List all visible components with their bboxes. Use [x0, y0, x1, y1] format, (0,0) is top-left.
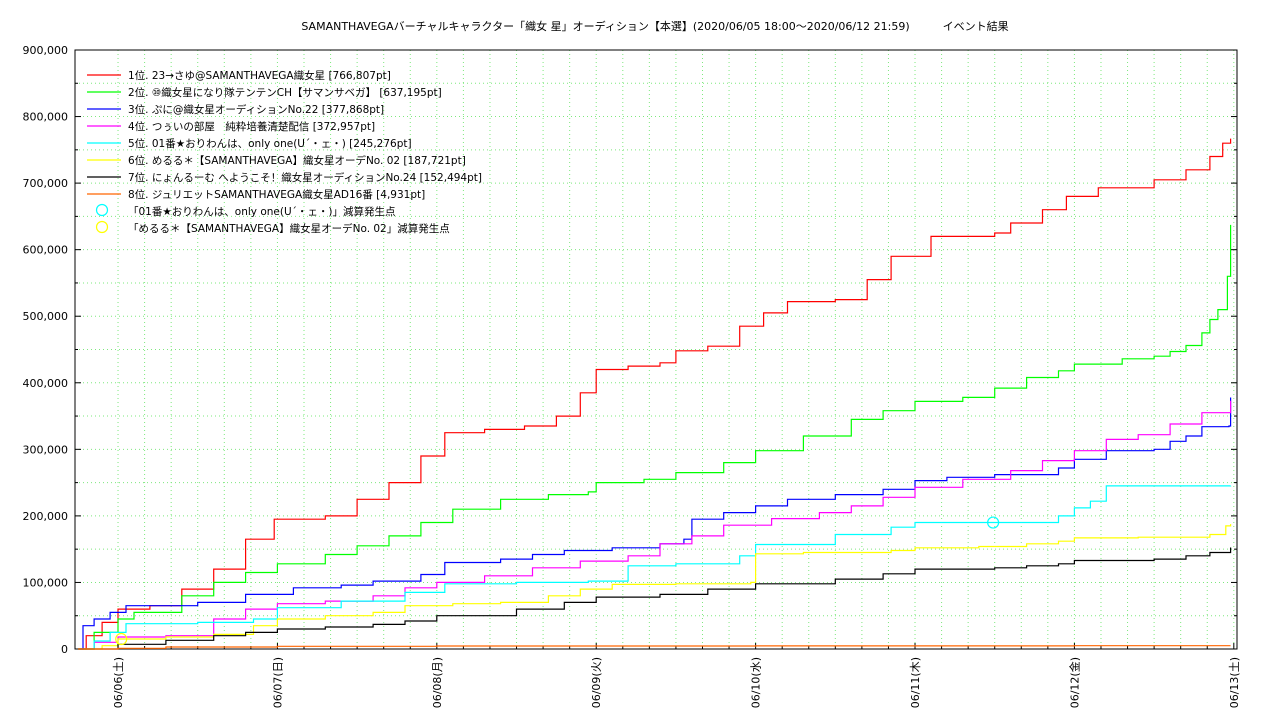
y-tick-label: 800,000 — [23, 111, 69, 124]
legend-marker-swatch — [95, 220, 109, 234]
marker-point-1 — [987, 516, 1000, 529]
y-tick-label: 600,000 — [23, 244, 69, 257]
grid-layer — [75, 49, 1237, 649]
series-line-7 — [78, 547, 1232, 650]
x-tick-label: 06/11(木) — [909, 657, 922, 708]
x-tick-label: 06/06(土) — [112, 657, 125, 708]
chart-title: SAMANTHAVEGAバーチャルキャラクター「織女 星」オーディション【本選】… — [301, 19, 1008, 33]
y-tick-label: 500,000 — [23, 310, 69, 323]
legend-entry: 4位. つぅいの部屋 純粋培養清楚配信 [372,957pt] — [128, 120, 375, 133]
y-tick-label: 100,000 — [23, 576, 69, 589]
marker-point-2 — [115, 632, 128, 646]
legend-entry: 「めるる＊【SAMANTHAVEGA】織女星オーデNo. 02」減算発生点 — [128, 222, 450, 235]
y-tick-label: 400,000 — [23, 377, 69, 390]
x-tick-label: 06/07(日) — [271, 657, 284, 708]
series-layer — [78, 138, 1232, 650]
y-tick-label: 900,000 — [23, 44, 69, 57]
series-line-5 — [78, 485, 1232, 650]
legend-entry: 8位. ジュリエットSAMANTHAVEGA織女星AD16番 [4,931pt] — [128, 188, 425, 201]
x-tick-label: 06/10(水) — [750, 657, 763, 708]
legend-entry: 2位. ⑩織女星になり隊テンテンCH【サマンサベガ】 [637,195pt] — [128, 86, 442, 99]
x-tick-label: 06/13(土) — [1228, 657, 1241, 708]
y-tick-label: 200,000 — [23, 510, 69, 523]
legend-entry: 6位. めるる＊【SAMANTHAVEGA】織女星オーデNo. 02 [187,… — [128, 154, 466, 167]
x-tick-label: 06/09(火) — [590, 657, 603, 708]
axis-layer: 0 100,000 200,000 300,000 400,000 500,000 600,… — [23, 44, 1241, 708]
x-tick-label: 06/08(月) — [431, 657, 444, 708]
marker-layer — [115, 516, 1000, 646]
legend-marker-swatch — [95, 203, 109, 217]
series-line-4 — [78, 400, 1232, 650]
legend-entry: 「01番★おりわんは、only one(U´・ェ・)」減算発生点 — [128, 205, 396, 218]
legend: 1位. 23→さゆ@SAMANTHAVEGA織女星 [766,807pt] 2位.… — [87, 69, 482, 235]
series-line-2 — [78, 224, 1232, 650]
x-tick-label: 06/12(金) — [1067, 657, 1081, 708]
series-line-1 — [78, 138, 1232, 650]
legend-entry: 5位. 01番★おりわんは、only one(U´・ェ・) [245,276pt… — [128, 137, 412, 150]
series-line-6 — [78, 524, 1232, 650]
legend-entry: 1位. 23→さゆ@SAMANTHAVEGA織女星 [766,807pt] — [128, 69, 391, 82]
legend-entry: 7位. にょんるーむ へようこそ！織女星オーディションNo.24 [152,49… — [128, 171, 482, 184]
y-tick-label: 300,000 — [23, 443, 69, 456]
series-line-8 — [78, 645, 1231, 650]
y-tick-label: 700,000 — [23, 177, 69, 190]
y-tick-label: 0 — [61, 643, 68, 656]
legend-entry: 3位. ぷに@織女星オーディションNo.22 [377,868pt] — [128, 103, 384, 116]
